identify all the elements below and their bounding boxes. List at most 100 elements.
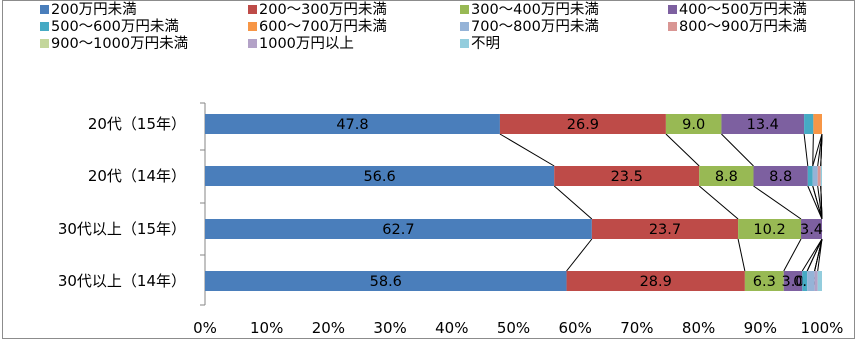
- legend-item: 200万円未満: [40, 2, 137, 18]
- data-label: 62.7: [382, 222, 414, 238]
- legend-label: 1000万円以上: [259, 36, 354, 52]
- category-label: 30代以上（14年）: [58, 272, 186, 290]
- bar-segment: [744, 271, 784, 291]
- legend-swatch: [40, 38, 49, 48]
- bar-segment: [812, 166, 818, 186]
- series-connector-line: [753, 185, 802, 220]
- bar-segment: [783, 271, 803, 291]
- series-connector-line: [737, 238, 746, 272]
- legend-item: 400～500万円未満: [668, 2, 807, 18]
- legend-label: 200万円未満: [51, 2, 137, 18]
- bar-segment: [817, 271, 822, 291]
- legend-swatch: [460, 21, 469, 31]
- bar-segment: [499, 114, 666, 134]
- legend-item: 900～1000万円未満: [40, 36, 188, 52]
- series-connector-line: [817, 238, 823, 272]
- series-connector-line: [698, 185, 739, 220]
- series-connector-line: [801, 238, 823, 272]
- legend-label: 不明: [471, 36, 500, 52]
- bar-segment: [801, 219, 822, 239]
- legend-swatch: [248, 38, 257, 48]
- bar-segment: [699, 166, 754, 186]
- series-connector-line: [803, 133, 809, 167]
- legend-swatch: [40, 21, 49, 31]
- bar-segment: [802, 271, 808, 291]
- series-connector-line: [812, 133, 823, 167]
- data-label: 26.9: [567, 117, 599, 133]
- bar-segment: [205, 219, 592, 239]
- legend-label: 600～700万円未満: [259, 19, 387, 35]
- data-label: 23.5: [611, 169, 643, 185]
- series-connector-line: [806, 238, 823, 272]
- legend-label: 200～300万円未満: [259, 2, 387, 18]
- x-tick-label: 70%: [620, 319, 653, 337]
- x-tick-label: 20%: [312, 319, 345, 337]
- legend-swatch: [248, 21, 257, 31]
- series-connector-line: [553, 185, 593, 220]
- bar-segment: [566, 271, 745, 291]
- x-tick-label: 50%: [497, 319, 530, 337]
- bar-segment: [817, 166, 821, 186]
- bar-segment: [804, 114, 814, 134]
- legend-item: 不明: [460, 36, 500, 52]
- bar-segment: [807, 271, 815, 291]
- legend-label: 900～1000万円未満: [51, 36, 189, 52]
- legend-swatch: [460, 4, 469, 14]
- legend-item: 600～700万円未満: [248, 19, 387, 35]
- legend-swatch: [40, 4, 49, 14]
- series-connector-line: [817, 185, 823, 220]
- legend-item: 300～400万円未満: [460, 2, 599, 18]
- x-tick-label: 0%: [193, 319, 217, 337]
- legend-swatch: [668, 21, 677, 31]
- legend-item: 200～300万円未満: [248, 2, 387, 18]
- x-tick-label: 90%: [744, 319, 777, 337]
- x-tick-label: 80%: [682, 319, 715, 337]
- data-label: 6.3: [753, 274, 776, 290]
- series-connector-line: [721, 133, 754, 167]
- data-label: 3.4: [800, 222, 823, 238]
- bar-segment: [753, 166, 808, 186]
- legend-item: 700～800万円未満: [460, 19, 599, 35]
- series-connector-line: [783, 238, 802, 272]
- series-connector-line: [566, 238, 593, 272]
- category-label: 30代以上（15年）: [58, 220, 186, 238]
- data-label: 13.4: [747, 117, 779, 133]
- series-connector-line: [820, 185, 823, 220]
- data-label: 28.9: [640, 274, 672, 290]
- bar-segment: [738, 219, 802, 239]
- x-tick-label: 60%: [559, 319, 592, 337]
- category-label: 20代（14年）: [88, 167, 186, 185]
- bar-segment: [820, 166, 822, 186]
- data-label: 3.0: [781, 274, 804, 290]
- legend-swatch: [248, 4, 257, 14]
- series-connector-line: [499, 133, 555, 167]
- legend-item: 500～600万円未満: [40, 19, 179, 35]
- legend-item: 1000万円以上: [248, 36, 354, 52]
- data-label: 10.2: [753, 222, 785, 238]
- bar-segment: [721, 114, 805, 134]
- x-tick-label: 30%: [373, 319, 406, 337]
- data-label: 8.8: [715, 169, 738, 185]
- x-tick-label: 100%: [801, 319, 844, 337]
- bar-segment: [665, 114, 722, 134]
- data-label: 23.7: [649, 222, 681, 238]
- data-label: 9.0: [682, 117, 705, 133]
- legend-item: 800～900万円未満: [668, 19, 807, 35]
- data-label: 58.6: [370, 274, 402, 290]
- legend-label: 400～500万円未満: [679, 2, 807, 18]
- series-connector-line: [665, 133, 700, 167]
- series-connector-line: [812, 185, 823, 220]
- bar-segment: [591, 219, 739, 239]
- series-connector-line: [807, 185, 823, 220]
- bar-segment: [205, 166, 555, 186]
- bar-segment: [205, 114, 500, 134]
- series-connector-line: [820, 133, 823, 167]
- x-tick-label: 40%: [435, 319, 468, 337]
- data-label: 8.8: [769, 169, 792, 185]
- series-connector-line: [812, 133, 814, 167]
- legend-label: 700～800万円未満: [471, 19, 599, 35]
- data-label: 47.8: [336, 117, 368, 133]
- data-label: 56.6: [363, 169, 395, 185]
- bar-segment: [814, 271, 818, 291]
